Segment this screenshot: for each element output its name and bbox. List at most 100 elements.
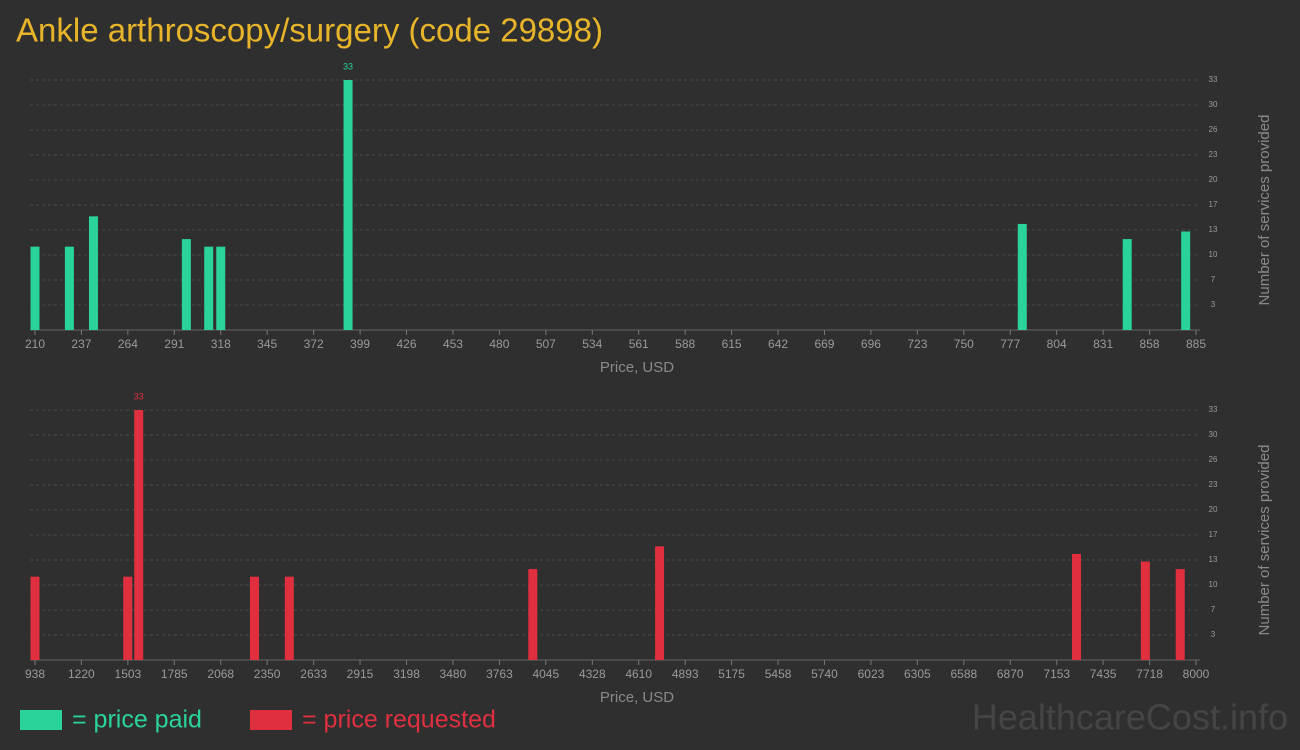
x-tick-label: 804 bbox=[1047, 337, 1067, 351]
y-tick-label: 13 bbox=[1209, 225, 1218, 234]
bar bbox=[88, 216, 98, 330]
x-tick-label: 642 bbox=[768, 337, 788, 351]
x-tick-label: 399 bbox=[350, 337, 370, 351]
x-tick-label: 3480 bbox=[440, 667, 467, 681]
legend-label: = price requested bbox=[302, 706, 496, 734]
y-tick-label: 23 bbox=[1209, 480, 1218, 489]
bar bbox=[1017, 223, 1027, 330]
y-tick-label: 7 bbox=[1211, 605, 1216, 614]
y-axis-label: Number of services provided bbox=[1256, 445, 1273, 636]
x-axis-label: Price, USD bbox=[600, 689, 674, 706]
x-tick-label: 345 bbox=[257, 337, 277, 351]
x-tick-label: 2915 bbox=[347, 667, 374, 681]
x-tick-label: 6870 bbox=[997, 667, 1024, 681]
y-tick-label: 10 bbox=[1209, 250, 1218, 259]
watermark: HealthcareCost.info bbox=[972, 697, 1288, 738]
bar bbox=[284, 576, 294, 660]
bar bbox=[249, 576, 259, 660]
bar bbox=[30, 576, 40, 660]
legend-swatch bbox=[20, 710, 62, 730]
x-tick-label: 3198 bbox=[393, 667, 420, 681]
bar bbox=[1071, 553, 1081, 660]
x-tick-label: 372 bbox=[304, 337, 324, 351]
y-tick-label: 10 bbox=[1209, 580, 1218, 589]
x-tick-label: 831 bbox=[1093, 337, 1113, 351]
bar bbox=[134, 410, 144, 660]
x-tick-label: 291 bbox=[164, 337, 184, 351]
x-tick-label: 318 bbox=[211, 337, 231, 351]
y-axis-label: Number of services provided bbox=[1256, 115, 1273, 306]
x-tick-label: 7435 bbox=[1090, 667, 1117, 681]
x-tick-label: 1220 bbox=[68, 667, 95, 681]
x-tick-label: 723 bbox=[907, 337, 927, 351]
bar bbox=[1175, 569, 1185, 660]
x-tick-label: 534 bbox=[582, 337, 602, 351]
y-tick-label: 7 bbox=[1211, 275, 1216, 284]
x-tick-label: 6588 bbox=[951, 667, 978, 681]
legend-swatch bbox=[250, 710, 292, 730]
x-tick-label: 5740 bbox=[811, 667, 838, 681]
y-tick-label: 30 bbox=[1209, 100, 1218, 109]
y-tick-label: 3 bbox=[1211, 300, 1216, 309]
bar bbox=[343, 80, 353, 330]
y-tick-label: 26 bbox=[1209, 455, 1218, 464]
y-tick-label: 26 bbox=[1209, 125, 1218, 134]
bar bbox=[123, 576, 133, 660]
x-tick-label: 264 bbox=[118, 337, 138, 351]
x-tick-label: 885 bbox=[1186, 337, 1206, 351]
y-tick-label: 20 bbox=[1209, 505, 1218, 514]
x-tick-label: 237 bbox=[71, 337, 91, 351]
x-tick-label: 3763 bbox=[486, 667, 513, 681]
x-tick-label: 4893 bbox=[672, 667, 699, 681]
bar bbox=[216, 246, 226, 330]
y-tick-label: 23 bbox=[1209, 150, 1218, 159]
y-tick-label: 33 bbox=[1209, 75, 1218, 84]
x-tick-label: 938 bbox=[25, 667, 45, 681]
x-tick-label: 858 bbox=[1140, 337, 1160, 351]
y-tick-label: 3 bbox=[1211, 630, 1216, 639]
x-tick-label: 5458 bbox=[765, 667, 792, 681]
x-tick-label: 4045 bbox=[532, 667, 559, 681]
bar bbox=[204, 246, 214, 330]
x-tick-label: 750 bbox=[954, 337, 974, 351]
bar bbox=[1181, 231, 1191, 330]
x-tick-label: 7718 bbox=[1136, 667, 1163, 681]
x-tick-label: 7153 bbox=[1043, 667, 1070, 681]
bar bbox=[528, 569, 538, 660]
y-tick-label: 17 bbox=[1209, 200, 1218, 209]
x-tick-label: 210 bbox=[25, 337, 45, 351]
x-tick-label: 696 bbox=[861, 337, 881, 351]
x-tick-label: 2068 bbox=[207, 667, 234, 681]
y-tick-label: 20 bbox=[1209, 175, 1218, 184]
bar bbox=[181, 239, 191, 330]
data-label: 33 bbox=[343, 61, 353, 71]
x-tick-label: 5175 bbox=[718, 667, 745, 681]
x-tick-label: 6023 bbox=[858, 667, 885, 681]
legend-label: = price paid bbox=[72, 706, 202, 734]
bar bbox=[1122, 239, 1132, 330]
x-tick-label: 1785 bbox=[161, 667, 188, 681]
x-tick-label: 615 bbox=[722, 337, 742, 351]
y-tick-label: 33 bbox=[1209, 405, 1218, 414]
bar bbox=[30, 246, 40, 330]
y-tick-label: 17 bbox=[1209, 530, 1218, 539]
x-tick-label: 2350 bbox=[254, 667, 281, 681]
x-tick-label: 4328 bbox=[579, 667, 606, 681]
x-tick-label: 588 bbox=[675, 337, 695, 351]
x-tick-label: 2633 bbox=[300, 667, 327, 681]
bar bbox=[1140, 561, 1150, 660]
bar bbox=[64, 246, 74, 330]
x-tick-label: 1503 bbox=[115, 667, 142, 681]
x-tick-label: 561 bbox=[629, 337, 649, 351]
y-tick-label: 13 bbox=[1209, 555, 1218, 564]
x-axis-label: Price, USD bbox=[600, 359, 674, 376]
data-label: 33 bbox=[134, 391, 144, 401]
bar bbox=[655, 546, 665, 660]
x-tick-label: 777 bbox=[1000, 337, 1020, 351]
x-tick-label: 507 bbox=[536, 337, 556, 351]
x-tick-label: 669 bbox=[814, 337, 834, 351]
x-tick-label: 453 bbox=[443, 337, 463, 351]
x-tick-label: 8000 bbox=[1183, 667, 1210, 681]
x-tick-label: 426 bbox=[397, 337, 417, 351]
